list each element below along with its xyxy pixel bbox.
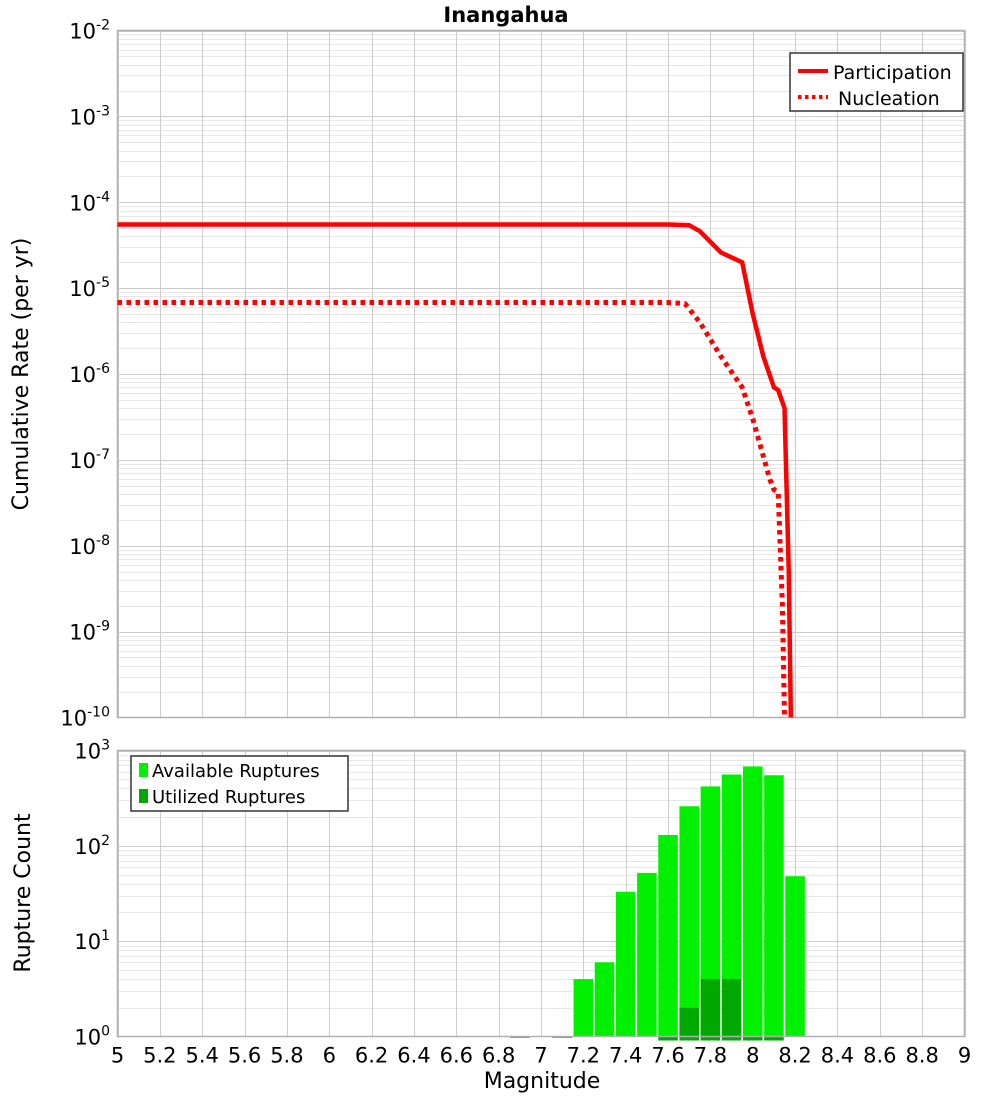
x-tick-label: 5.6 xyxy=(228,1044,261,1068)
x-tick-label: 9 xyxy=(958,1044,971,1068)
x-tick-label: 6.2 xyxy=(355,1044,388,1068)
legend-item-utilized[interactable]: Utilized Ruptures xyxy=(139,787,305,808)
top-legend-box xyxy=(789,52,964,112)
bar-available-ruptures xyxy=(637,872,657,1037)
y-tick-label: 100 xyxy=(74,1024,110,1050)
bar-available-ruptures xyxy=(764,775,784,1037)
bar-utilized-ruptures xyxy=(742,1036,763,1041)
x-tick-label: 8 xyxy=(746,1044,759,1068)
bottom-y-axis-label: Rupture Count xyxy=(11,813,36,973)
bottom-y-tick-labels: 103 102 101 100 xyxy=(74,738,110,1050)
legend-item-participation[interactable]: Participation xyxy=(798,62,952,84)
x-tick-label: 6.8 xyxy=(482,1044,515,1068)
x-tick-label: 8.8 xyxy=(905,1044,938,1068)
page-title: Inangahua xyxy=(443,3,568,27)
y-tick-label: 10-5 xyxy=(69,275,110,301)
x-tick-label: 7.8 xyxy=(694,1044,727,1068)
top-plot-frame xyxy=(116,29,966,719)
legend-label-utilized: Utilized Ruptures xyxy=(152,787,305,808)
x-axis-label: Magnitude xyxy=(484,1069,601,1094)
bar-available-ruptures xyxy=(700,786,721,1037)
bar-available-ruptures xyxy=(594,962,615,1037)
x-tick-label: 5.8 xyxy=(270,1044,303,1068)
top-legend[interactable]: Participation Nucleation xyxy=(789,52,964,112)
legend-label-participation: Participation xyxy=(833,62,952,84)
bar-available-ruptures xyxy=(658,834,678,1037)
x-tick-label: 6.4 xyxy=(397,1044,430,1068)
x-tick-label: 5.4 xyxy=(185,1044,218,1068)
bottom-panel: 103 102 101 100 5 5.2 5.4 5.6 5.8 6 6.2 6.4 6.6 6.8 7… xyxy=(11,738,971,1095)
bottom-x-tick-labels: 5 5.2 5.4 5.6 5.8 6 6.2 6.4 6.6 6.8 7 7.2 7.4 7.6 7.8 8… xyxy=(111,1044,971,1068)
top-y-axis-label: Cumulative Rate (per yr) xyxy=(9,238,34,511)
histogram-bars xyxy=(510,766,805,1041)
y-tick-label: 10-3 xyxy=(69,103,110,129)
y-tick-label: 102 xyxy=(74,833,110,859)
legend-item-available[interactable]: Available Ruptures xyxy=(139,761,320,782)
y-tick-label: 10-8 xyxy=(69,533,110,559)
bar-utilized-ruptures xyxy=(764,1036,784,1041)
legend-item-nucleation[interactable]: Nucleation xyxy=(798,88,940,110)
bottom-plot-frame xyxy=(116,749,966,1038)
top-panel: 10-2 10-3 10-4 10-5 10-6 10-7 10-8 10-9 10-10 Cu… xyxy=(9,18,966,731)
x-tick-label: 7.2 xyxy=(567,1044,600,1068)
bar-utilized-ruptures xyxy=(721,979,742,1041)
x-tick-label: 6 xyxy=(323,1044,336,1068)
x-tick-label: 7.4 xyxy=(609,1044,642,1068)
bar-available-ruptures xyxy=(615,891,636,1037)
x-tick-label: 8.2 xyxy=(778,1044,811,1068)
x-tick-label: 5.2 xyxy=(143,1044,176,1068)
x-tick-label: 5 xyxy=(111,1044,124,1068)
y-tick-label: 10-7 xyxy=(69,447,110,473)
x-tick-label: 7.6 xyxy=(651,1044,684,1068)
series-participation xyxy=(117,222,794,718)
top-grid-major xyxy=(117,30,966,718)
utilized-ruptures-swatch xyxy=(139,789,148,803)
bar-available-ruptures xyxy=(742,766,763,1037)
top-series-group xyxy=(117,222,794,718)
y-tick-label: 10-9 xyxy=(69,619,110,645)
available-ruptures-swatch xyxy=(139,763,148,777)
bar-utilized-ruptures xyxy=(658,1036,678,1041)
y-tick-label: 10-6 xyxy=(69,361,110,387)
bar-available-ruptures xyxy=(573,979,594,1037)
y-tick-label: 103 xyxy=(74,738,110,764)
x-tick-label: 8.4 xyxy=(821,1044,854,1068)
bar-utilized-ruptures xyxy=(679,1007,700,1041)
top-y-tick-labels: 10-2 10-3 10-4 10-5 10-6 10-7 10-8 10-9 10-10 xyxy=(60,18,110,731)
legend-label-available: Available Ruptures xyxy=(152,761,320,782)
y-tick-label: 10-4 xyxy=(69,189,110,215)
bottom-legend-box xyxy=(130,755,349,812)
bar-available-ruptures xyxy=(785,876,805,1037)
bar-utilized-ruptures xyxy=(700,979,721,1041)
x-tick-label: 8.6 xyxy=(863,1044,896,1068)
series-nucleation xyxy=(117,300,788,718)
x-tick-label: 7 xyxy=(534,1044,547,1068)
legend-label-nucleation: Nucleation xyxy=(838,88,940,110)
y-tick-label: 10-10 xyxy=(60,705,110,731)
x-tick-label: 6.6 xyxy=(440,1044,473,1068)
y-tick-label: 10-2 xyxy=(69,18,110,44)
bottom-legend[interactable]: Available Ruptures Utilized Ruptures xyxy=(130,755,349,812)
bar-available-ruptures xyxy=(679,806,700,1037)
y-tick-label: 101 xyxy=(74,928,110,954)
bar-available-ruptures xyxy=(721,774,742,1037)
